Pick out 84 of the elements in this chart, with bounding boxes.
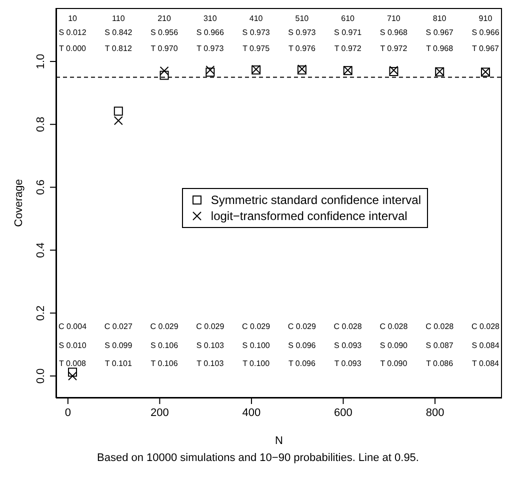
x-tick-label: 0 [64, 407, 71, 419]
annotation: 110 [112, 14, 126, 23]
annotation: 410 [249, 14, 264, 23]
annotation: 210 [158, 14, 172, 23]
annotation: 710 [387, 14, 401, 23]
annotation: T 0.084 [472, 359, 500, 368]
annotation: T 0.101 [104, 359, 132, 368]
y-tick-label: 0.6 [35, 180, 47, 195]
annotation: 510 [295, 14, 310, 23]
x-tick-label: 400 [242, 407, 261, 419]
annotation: T 0.975 [242, 44, 270, 53]
annotation: C 0.027 [104, 322, 133, 331]
annotation: S 0.106 [150, 341, 179, 350]
annotation: S 0.971 [334, 28, 362, 37]
annotation: T 0.968 [426, 44, 454, 53]
annotation: C 0.004 [58, 322, 88, 331]
text: Based on 10000 simulations and 10−90 probabilities. Line at 0.95. [96, 452, 420, 464]
annotation: S 0.966 [472, 28, 500, 37]
annotation: T 0.972 [334, 44, 362, 53]
annotation: S 0.103 [196, 341, 225, 350]
annotation: S 0.973 [288, 28, 316, 37]
x-tick-label: 200 [150, 407, 169, 419]
annotation: T 0.812 [104, 44, 132, 53]
annotation: C 0.029 [196, 322, 225, 331]
annotation: 310 [203, 14, 218, 23]
y-axis-title: Coverage [12, 179, 25, 227]
annotation: S 0.973 [242, 28, 270, 37]
annotation: C 0.029 [150, 322, 179, 331]
x-tick-label: 600 [334, 407, 352, 419]
annotation: T 0.096 [288, 359, 316, 368]
annotation: T 0.008 [59, 359, 87, 368]
annotation: S 0.100 [242, 341, 270, 350]
point [206, 68, 215, 77]
annotation: T 0.973 [196, 44, 224, 53]
point [114, 116, 123, 126]
y-tick-label: 0.4 [35, 242, 47, 258]
annotation: S 0.967 [426, 28, 454, 37]
point [114, 106, 123, 116]
annotation: T 0.976 [288, 44, 316, 53]
annotation: T 0.090 [380, 359, 408, 368]
annotation: 610 [341, 14, 356, 23]
annotation: T 0.093 [334, 359, 362, 368]
annotation: T 0.106 [150, 359, 178, 368]
y-tick-label: 0.8 [35, 116, 47, 132]
annotation: C 0.028 [380, 322, 408, 331]
legend-label: Symmetric standard confidence interval [210, 192, 421, 208]
annotation: S 0.096 [288, 341, 316, 350]
annotation: S 0.010 [58, 341, 87, 350]
annotation: T 0.100 [242, 359, 270, 368]
y-tick-label: 1.0 [35, 54, 47, 70]
annotation: C 0.028 [426, 322, 454, 331]
annotation: S 0.084 [472, 341, 500, 350]
x-tick-label: 800 [426, 407, 444, 419]
annotation: T 0.103 [196, 359, 224, 368]
annotation: 10 [68, 14, 78, 23]
annotation: S 0.842 [104, 28, 133, 37]
annotation: T 0.970 [150, 44, 178, 53]
point [160, 70, 169, 80]
annotation: 910 [478, 14, 493, 23]
point [206, 65, 215, 74]
annotation: T 0.086 [426, 359, 454, 368]
annotation: C 0.028 [471, 322, 500, 331]
x-axis-title: N [275, 435, 284, 447]
point [68, 368, 78, 377]
annotation: T 0.000 [59, 44, 87, 53]
annotation: C 0.028 [334, 322, 362, 331]
point [160, 66, 169, 76]
annotation: 810 [432, 14, 447, 23]
annotation: S 0.099 [104, 341, 133, 350]
annotation: C 0.029 [242, 322, 271, 331]
y-tick-label: 0.2 [35, 305, 47, 321]
annotation: S 0.087 [426, 341, 454, 350]
annotation: S 0.966 [196, 28, 225, 37]
point [68, 371, 78, 380]
annotation: C 0.029 [288, 322, 316, 331]
annotation: S 0.090 [380, 341, 408, 350]
annotation: S 0.012 [58, 28, 87, 37]
annotation: S 0.968 [380, 28, 408, 37]
annotation: T 0.972 [380, 44, 408, 53]
annotation: S 0.956 [150, 28, 179, 37]
legend-label: logit−transformed confidence interval [210, 208, 408, 224]
y-tick-label: 0.0 [35, 368, 47, 384]
annotation: S 0.093 [334, 341, 362, 350]
annotation: T 0.967 [472, 44, 500, 53]
